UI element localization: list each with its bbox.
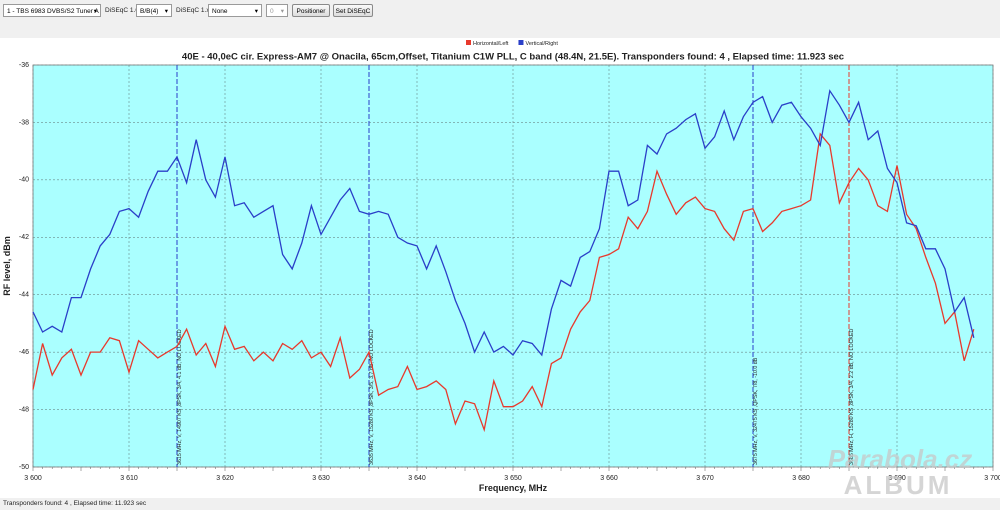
x-tick-label: 3 670 [696,475,714,482]
status-bar: Transponders found: 4 , Elapsed time: 11… [3,500,147,507]
x-tick-label: 3 700 [984,475,1000,482]
x-tick-label: 3 610 [120,475,138,482]
y-tick-label: -46 [19,349,29,356]
y-tick-label: -36 [19,62,29,69]
x-tick-label: 3 680 [792,475,810,482]
watermark: Parabola.cz [828,444,973,474]
series-line [32,89,975,357]
chart-title: 40E - 40,0eC cir. Express-AM7 @ Onacila,… [182,52,844,63]
legend-swatch [518,40,524,45]
y-axis-label: RF level, dBm [2,236,12,296]
x-tick-label: 3 600 [24,475,42,482]
transponder-label: 3675 MHz, V, 32475 KS ,QPSK, 7/8, -10.0 … [753,357,759,465]
chart: 40E - 40,0eC cir. Express-AM7 @ Onacila,… [0,38,1000,498]
positioner-button[interactable]: Positioner [292,4,330,17]
diseqc1x-label: DiSEqC 1.x: [176,7,212,14]
legend-label: Horizontal/Left [473,41,509,47]
x-tick-label: 3 660 [600,475,618,482]
set-diseqc-button[interactable]: Set DiSEqC [333,4,373,17]
plot-frame [32,64,994,468]
transponder-label: 3615 MHz, V, 14907 KS ,8PSK, 3/4, 4.1 dB… [177,329,183,465]
y-tick-label: -48 [19,406,29,413]
y-tick-label: -38 [19,119,29,126]
y-tick-label: -44 [19,292,29,299]
y-tick-label: -40 [19,177,29,184]
x-tick-label: 3 650 [504,475,522,482]
x-tick-label: 3 690 [888,475,906,482]
diseqc1x-select[interactable]: None [208,4,262,17]
transponder-label: 3635 MHz, V, 15280 KS ,8PSK, 3/5, 3.7 dB… [369,329,375,465]
legend-swatch [466,40,471,45]
diseqc10-select[interactable]: B/B(4) [136,4,172,17]
x-tick-label: 3 620 [216,475,234,482]
y-tick-label: -42 [19,234,29,241]
x-tick-label: 3 640 [408,475,426,482]
y-tick-label: -50 [19,464,29,471]
legend-label: Vertical/Right [525,41,558,47]
tuner-select[interactable]: 1 - TBS 6983 DVBS/S2 Tuner A [3,4,101,17]
x-tick-label: 3 630 [312,475,330,482]
position-spinner[interactable]: 0 [266,4,288,17]
watermark: ALBUM [844,470,953,498]
diseqc10-label: DiSEqC 1.0: [105,7,141,14]
x-axis-label: Frequency, MHz [479,483,548,493]
series-line [32,132,975,433]
transponder-label: 3685 MHz, H, 15280 KS ,8PSK, 3/4, 2.2 dB… [849,329,855,465]
